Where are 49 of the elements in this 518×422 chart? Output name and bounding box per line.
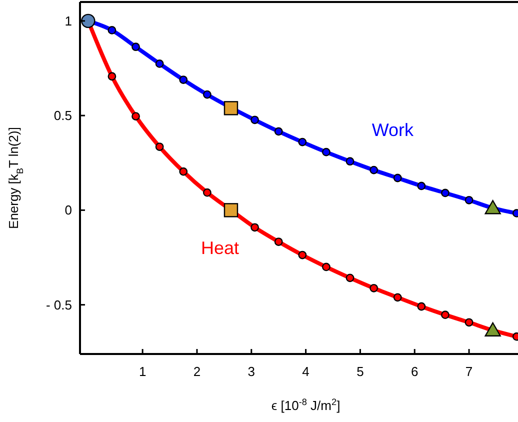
- point: [202, 90, 212, 99]
- point: [132, 42, 140, 52]
- series-label: Work: [372, 120, 414, 140]
- point: [370, 166, 378, 174]
- point: [108, 26, 116, 34]
- point: [274, 127, 283, 136]
- x-tick-label: 1: [138, 364, 146, 379]
- point: [370, 284, 378, 292]
- y-tick-label: - 0.5: [46, 297, 72, 312]
- point: [179, 167, 188, 176]
- point: [441, 310, 450, 320]
- point: [464, 318, 474, 327]
- point: [250, 223, 259, 232]
- point: [484, 322, 501, 336]
- y-tick-label: 1: [64, 13, 72, 28]
- y-tick-label: 0: [64, 202, 72, 218]
- x-tick-label: 7: [465, 364, 473, 379]
- x-tick-label: 6: [411, 364, 418, 379]
- point: [250, 116, 259, 124]
- x-tick-label: 5: [356, 364, 364, 379]
- point: [441, 188, 450, 198]
- y-tick-label: 0.5: [54, 108, 72, 124]
- point: [322, 262, 330, 272]
- point: [155, 59, 164, 68]
- x-tick-label: 2: [193, 364, 201, 379]
- x-axis-title: ϵ [10$^{-8}$ J/m$^{2}$]: [271, 397, 340, 413]
- point: [81, 14, 96, 28]
- point: [224, 203, 238, 218]
- x-tick-label: 4: [302, 364, 310, 379]
- x-tick-label: 3: [248, 364, 256, 379]
- point: [224, 101, 238, 116]
- point: [274, 238, 283, 246]
- point: [346, 157, 354, 166]
- point: [393, 174, 402, 182]
- point: [322, 148, 330, 156]
- series-label: Heat: [200, 238, 240, 258]
- point: [179, 76, 188, 84]
- point: [393, 293, 402, 302]
- point: [155, 142, 164, 151]
- point: [417, 302, 426, 311]
- point: [132, 112, 140, 121]
- point: [484, 200, 501, 214]
- point: [298, 138, 307, 146]
- point: [108, 72, 116, 81]
- point: [464, 196, 474, 204]
- point: [202, 188, 212, 197]
- point: [298, 250, 307, 260]
- point: [346, 274, 354, 282]
- point: [417, 182, 426, 190]
